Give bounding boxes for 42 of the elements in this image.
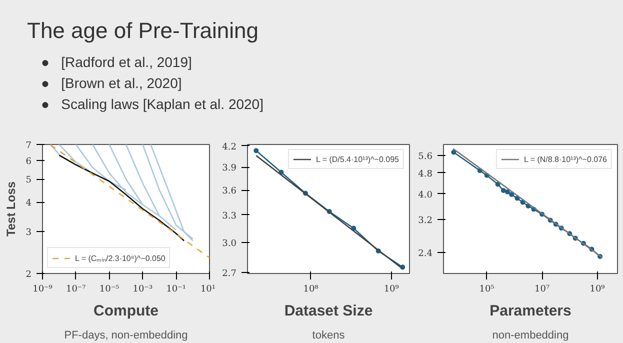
y-tick-label: 2.7 <box>222 268 237 279</box>
text: PF-days, non-embedding <box>64 330 188 342</box>
legend-label: L = (D/5.4·10¹³)^−0.095 <box>316 154 399 164</box>
y-tick-label: 5 <box>26 176 32 186</box>
text: ● [Radford et al., 2019] <box>41 53 193 72</box>
y-tick-label: 3.9 <box>222 164 237 174</box>
y-tick-label: 4.0 <box>418 190 433 200</box>
y-tick-label: 3.6 <box>222 186 237 197</box>
y-tick-label: 2 <box>26 270 32 280</box>
x-axis-title: Dataset Size <box>284 302 373 320</box>
y-tick-label: 4.2 <box>222 142 237 152</box>
x-tick-label: 10⁹ <box>384 284 400 294</box>
x-tick-label: 10⁻⁵ <box>99 284 120 294</box>
x-tick-label: 10¹ <box>200 284 216 294</box>
y-axis-title: Test Loss <box>4 181 18 237</box>
y-tick-label: 6 <box>26 156 32 167</box>
y-tick-label: 2.4 <box>418 249 433 260</box>
chart-title: The age of Pre-Training <box>26 17 260 45</box>
text: ● [Brown et al., 2020] <box>41 74 183 94</box>
y-tick-label: 3.0 <box>222 238 237 249</box>
x-tick-label: 10⁸ <box>303 284 319 294</box>
y-tick-label: 3.3 <box>222 211 237 222</box>
legend-label: L = (Cₘᵢₙ/2.3·10⁸)^−0.050 <box>75 253 166 263</box>
x-tick-label: 10⁹ <box>590 284 606 294</box>
x-axis-title: Compute <box>94 302 158 320</box>
legend-label: L = (N/8.8·10¹³)^−0.076 <box>524 154 607 164</box>
y-tick-label: 3.2 <box>418 216 433 226</box>
x-tick-label: 10⁵ <box>479 284 495 294</box>
x-tick-label: 10⁻⁷ <box>66 284 86 294</box>
text: ● Scaling laws [Kaplan et al. 2020] <box>41 95 264 114</box>
y-tick-label: 5.6 <box>418 152 433 162</box>
y-tick-label: 4.8 <box>418 169 433 180</box>
y-tick-label: 7 <box>26 141 32 151</box>
text: non-embedding <box>492 330 569 342</box>
x-tick-label: 10⁻³ <box>132 284 153 294</box>
x-axis-title: Parameters <box>490 302 572 320</box>
y-tick-label: 4 <box>26 198 32 209</box>
x-tick-label: 10⁻¹ <box>166 284 186 294</box>
y-tick-label: 3 <box>26 228 32 238</box>
text: tokens <box>312 330 346 342</box>
x-tick-label: 10⁷ <box>534 284 550 294</box>
x-tick-label: 10⁻⁹ <box>32 284 53 294</box>
